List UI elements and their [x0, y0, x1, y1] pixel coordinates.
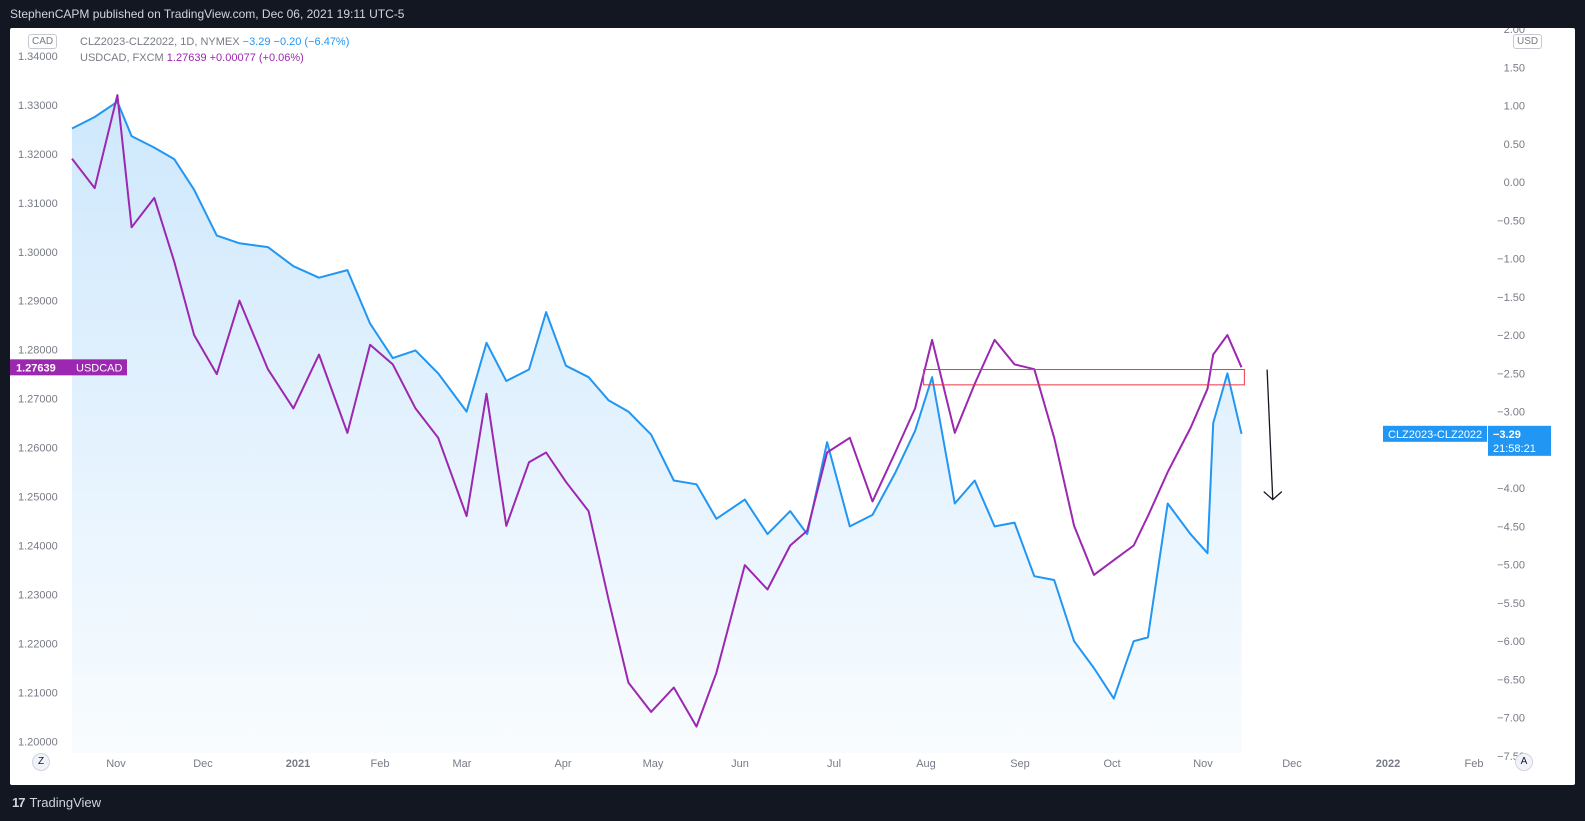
- usdcad-price-badge-value: 1.27639: [16, 362, 56, 374]
- spread-label-badge: [1383, 425, 1487, 442]
- right-tick-label: 0.00: [1504, 177, 1525, 189]
- left-currency-badge[interactable]: CAD: [28, 34, 58, 49]
- legend-row-usdcad[interactable]: USDCAD, FXCM 1.27639 +0.00077 (+0.06%): [80, 50, 349, 66]
- resistance-box: [923, 369, 1245, 386]
- footer-bar: 17 TradingView: [0, 785, 1585, 821]
- left-tick-label: 1.21000: [18, 687, 58, 699]
- right-tick-label: −2.50: [1497, 368, 1525, 380]
- right-tick-label: 1.00: [1504, 101, 1525, 113]
- spread-price-badge-value: −3.29: [1493, 429, 1521, 441]
- auto-scale-button[interactable]: A: [1515, 753, 1533, 771]
- left-tick-label: 1.33000: [18, 100, 58, 112]
- drawing-annotations: [923, 369, 1283, 501]
- time-tick-label: Nov: [106, 758, 126, 770]
- time-tick-label: Oct: [1103, 758, 1120, 770]
- left-tick-label: 1.34000: [18, 51, 58, 63]
- time-tick-label: 2022: [1376, 758, 1400, 770]
- chart-pane[interactable]: 1.34000 1.33000 1.32000 1.31000 1.30000 1.290…: [10, 24, 1575, 785]
- spread-label-badge-text: CLZ2023-CLZ2022: [1388, 429, 1482, 441]
- right-tick-label: 1.50: [1504, 62, 1525, 74]
- left-tick-label: 1.24000: [18, 540, 58, 552]
- right-tick-label: −6.50: [1497, 674, 1525, 686]
- right-currency-badge[interactable]: USD: [1513, 34, 1543, 49]
- right-tick-label: −1.50: [1497, 292, 1525, 304]
- time-axis: Nov Dec 2021 Feb Mar Apr May Jun Jul Aug Sep Oct Nov…: [106, 758, 1483, 770]
- legend-spread-symbol: CLZ2023-CLZ2022, 1D, NYMEX: [80, 36, 240, 48]
- left-tick-label: 1.27000: [18, 394, 58, 406]
- left-tick-label: 1.23000: [18, 589, 58, 601]
- spread-countdown: 21:58:21: [1493, 443, 1536, 455]
- legend-spread-change: −0.20 (−6.47%): [273, 36, 350, 48]
- left-tick-label: 1.29000: [18, 296, 58, 308]
- time-tick-label: Apr: [554, 758, 571, 770]
- price-badges: 1.27639 USDCAD CLZ2023-CLZ2022 −3.29 21:58:2…: [10, 359, 1551, 456]
- left-price-axis: 1.34000 1.33000 1.32000 1.31000 1.30000 1.290…: [18, 51, 58, 748]
- time-tick-label: Jun: [731, 758, 749, 770]
- right-tick-label: −4.50: [1497, 521, 1525, 533]
- zoom-reset-button[interactable]: Z: [32, 753, 50, 771]
- right-tick-label: −5.50: [1497, 598, 1525, 610]
- legend-usdcad-last: 1.27639: [166, 52, 207, 64]
- right-tick-label: −7.00: [1497, 713, 1525, 725]
- left-tick-label: 1.28000: [18, 345, 58, 357]
- left-tick-label: 1.22000: [18, 638, 58, 650]
- left-tick-label: 1.31000: [18, 198, 58, 210]
- time-tick-label: May: [643, 758, 664, 770]
- plot-area: [71, 94, 1243, 753]
- usdcad-line: [71, 94, 1243, 728]
- right-price-axis: 2.001.501.000.500.00−0.50−1.00−1.50−2.00…: [1497, 24, 1525, 763]
- right-tick-label: −6.00: [1497, 636, 1525, 648]
- left-tick-label: 1.25000: [18, 492, 58, 504]
- time-tick-label: Sep: [1010, 758, 1030, 770]
- time-tick-label: Feb: [1465, 758, 1484, 770]
- tradingview-logo-icon: 17: [12, 795, 26, 810]
- time-tick-label: Mar: [453, 758, 472, 770]
- spread-area: [72, 101, 1242, 753]
- tradingview-logo[interactable]: 17 TradingView: [12, 795, 101, 810]
- left-tick-label: 1.32000: [18, 149, 58, 161]
- tradingview-brand: TradingView: [29, 795, 102, 810]
- publish-header: StephenCAPM published on TradingView.com…: [0, 0, 1585, 28]
- time-tick-label: 2021: [286, 758, 310, 770]
- right-tick-label: −5.00: [1497, 560, 1525, 572]
- time-tick-label: Dec: [1282, 758, 1302, 770]
- left-tick-label: 1.20000: [18, 736, 58, 748]
- time-tick-label: Nov: [1193, 758, 1213, 770]
- right-tick-label: −4.00: [1497, 483, 1525, 495]
- spread-price-badge: [1488, 425, 1551, 456]
- chart-canvas[interactable]: 1.34000 1.33000 1.32000 1.31000 1.30000 1.290…: [10, 24, 1575, 785]
- time-tick-label: Feb: [371, 758, 390, 770]
- legend-usdcad-symbol: USDCAD, FXCM: [80, 52, 164, 64]
- legend-usdcad-change: +0.00077 (+0.06%): [209, 52, 304, 64]
- right-tick-label: −3.00: [1497, 407, 1525, 419]
- usdcad-price-badge: [10, 359, 127, 376]
- usdcad-price-badge-label: USDCAD: [76, 362, 123, 374]
- time-tick-label: Jul: [827, 758, 841, 770]
- down-arrow-shaft: [1266, 369, 1274, 500]
- right-tick-label: −1.00: [1497, 254, 1525, 266]
- legend-row-spread[interactable]: CLZ2023-CLZ2022, 1D, NYMEX −3.29 −0.20 (…: [80, 34, 349, 50]
- legend-spread-last: −3.29: [242, 36, 271, 48]
- spread-line: [71, 100, 1243, 700]
- right-tick-label: −0.50: [1497, 215, 1525, 227]
- time-tick-label: Aug: [916, 758, 936, 770]
- left-tick-label: 1.26000: [18, 443, 58, 455]
- publish-text: StephenCAPM published on TradingView.com…: [10, 7, 405, 21]
- right-tick-label: 0.50: [1504, 139, 1525, 151]
- chart-legend: CLZ2023-CLZ2022, 1D, NYMEX −3.29 −0.20 (…: [80, 34, 349, 66]
- down-arrow-head-icon: [1263, 491, 1283, 501]
- left-tick-label: 1.30000: [18, 247, 58, 259]
- time-tick-label: Dec: [193, 758, 213, 770]
- right-tick-label: −2.00: [1497, 330, 1525, 342]
